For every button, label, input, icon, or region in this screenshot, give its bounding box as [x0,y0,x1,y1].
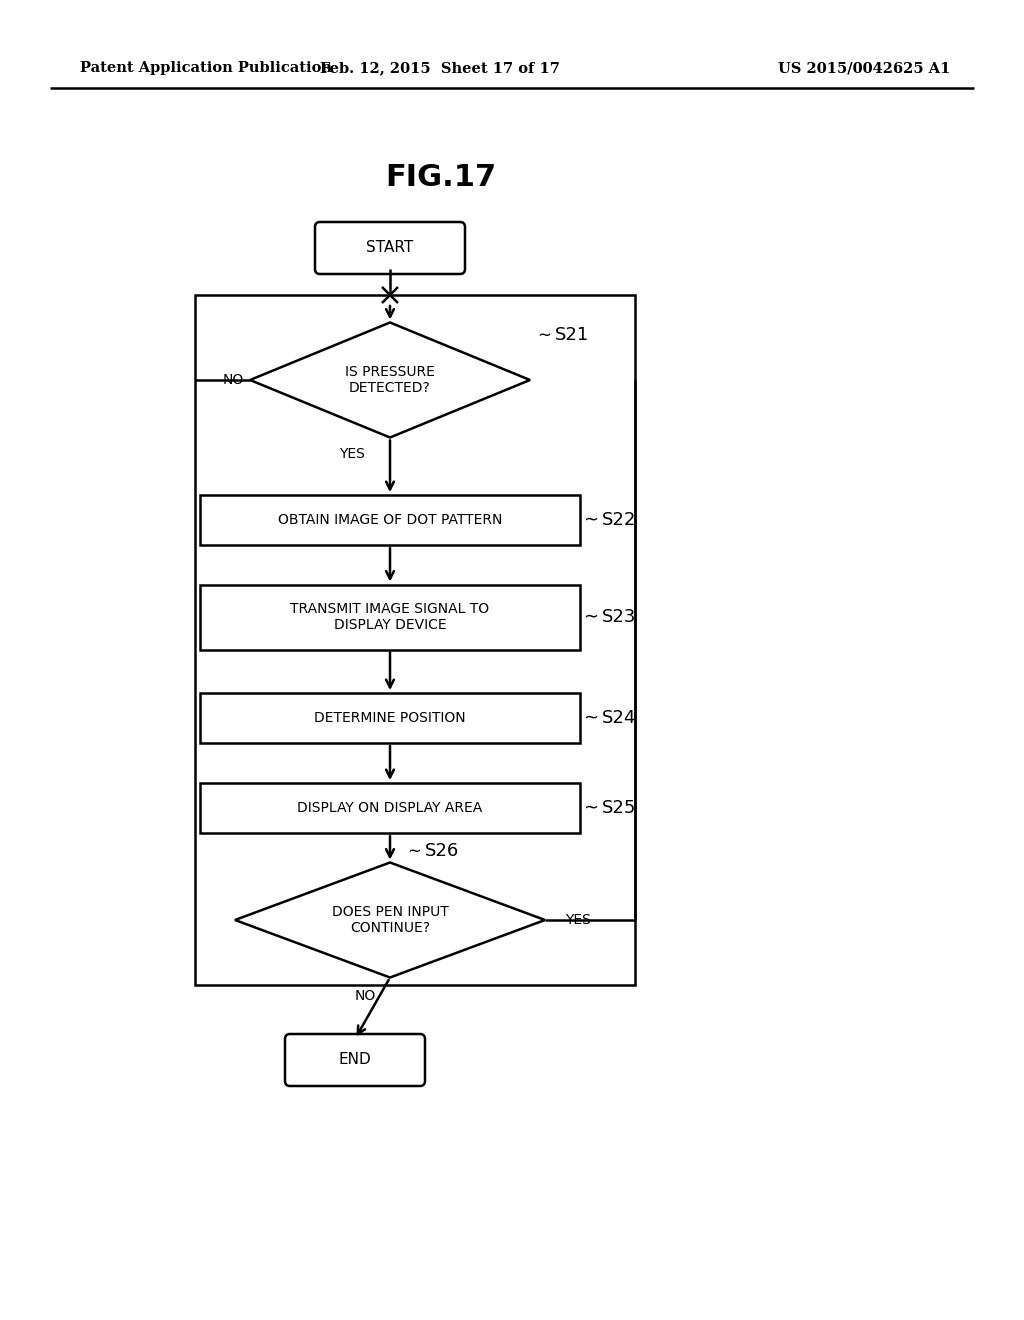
Text: FIG.17: FIG.17 [385,164,496,193]
Bar [200,495,580,545]
Text: TRANSMIT IMAGE SIGNAL TO
DISPLAY DEVICE: TRANSMIT IMAGE SIGNAL TO DISPLAY DEVICE [291,602,489,632]
Text: ∼: ∼ [583,709,598,727]
Text: ∼: ∼ [583,609,598,626]
Text: ∼: ∼ [583,799,598,817]
Text: DISPLAY ON DISPLAY AREA: DISPLAY ON DISPLAY AREA [297,801,482,814]
Polygon shape [250,322,530,437]
Text: YES: YES [339,446,365,461]
Text: ∼: ∼ [537,326,551,343]
Bar [200,693,580,743]
Bar [200,783,580,833]
Text: Patent Application Publication: Patent Application Publication [80,61,332,75]
Text: US 2015/0042625 A1: US 2015/0042625 A1 [778,61,950,75]
Text: Feb. 12, 2015  Sheet 17 of 17: Feb. 12, 2015 Sheet 17 of 17 [321,61,560,75]
Text: S24: S24 [602,709,636,727]
Bar [200,585,580,649]
Text: YES: YES [565,913,591,927]
Text: NO: NO [222,374,244,387]
Text: S23: S23 [602,609,636,626]
Text: START: START [367,240,414,256]
Text: S26: S26 [425,842,459,859]
Text: IS PRESSURE
DETECTED?: IS PRESSURE DETECTED? [345,364,435,395]
Text: S22: S22 [602,511,636,529]
Bar [195,294,635,985]
Text: ∼: ∼ [583,511,598,529]
Text: S21: S21 [555,326,589,343]
FancyBboxPatch shape [315,222,465,275]
Text: NO: NO [354,989,376,1002]
Text: ∼: ∼ [407,842,421,859]
Polygon shape [234,862,545,978]
Text: DOES PEN INPUT
CONTINUE?: DOES PEN INPUT CONTINUE? [332,906,449,935]
Text: DETERMINE POSITION: DETERMINE POSITION [314,711,466,725]
Text: OBTAIN IMAGE OF DOT PATTERN: OBTAIN IMAGE OF DOT PATTERN [278,513,502,527]
Text: S25: S25 [602,799,636,817]
FancyBboxPatch shape [285,1034,425,1086]
Text: END: END [339,1052,372,1068]
